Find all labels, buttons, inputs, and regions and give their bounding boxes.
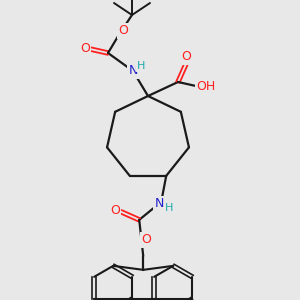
Text: N: N [154,197,164,210]
Text: H: H [137,61,145,71]
Text: O: O [181,50,191,64]
Text: O: O [80,43,90,56]
Text: O: O [141,233,151,246]
Text: O: O [118,25,128,38]
Text: OH: OH [196,80,216,92]
Text: N: N [128,64,138,77]
Text: O: O [110,204,120,217]
Text: H: H [165,203,173,213]
